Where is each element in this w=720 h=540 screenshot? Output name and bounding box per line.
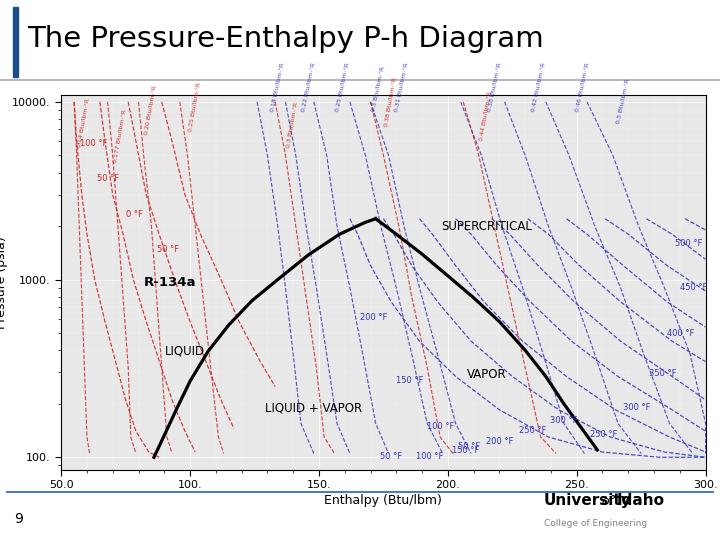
Text: 250 °F: 250 °F [519,426,546,435]
Text: 350 °F: 350 °F [649,369,676,378]
Text: 300 °F: 300 °F [623,403,651,412]
Text: 300 °F: 300 °F [550,416,577,426]
Text: 100 °F: 100 °F [427,422,454,431]
Text: 150 °F: 150 °F [452,447,480,455]
Text: The Pressure-Enthalpy P-h Diagram: The Pressure-Enthalpy P-h Diagram [27,24,544,52]
Text: LIQUID: LIQUID [165,344,205,357]
Text: 0.14 Btu/lbm-°R: 0.14 Btu/lbm-°R [76,98,90,148]
Text: R-134a: R-134a [144,276,196,289]
Text: 400 °F: 400 °F [667,328,694,338]
Text: 50 °F: 50 °F [458,442,480,451]
Text: 0.18 Btu/lbm-°R: 0.18 Btu/lbm-°R [270,62,285,112]
Text: 50 °F: 50 °F [97,174,120,183]
Text: 0 °F: 0 °F [126,210,143,219]
Text: 0.5 Btu/lbm-°R: 0.5 Btu/lbm-°R [616,78,630,124]
Text: 0.44 Btu/lbm-°R: 0.44 Btu/lbm-°R [479,91,492,141]
Text: 50 °F: 50 °F [156,245,179,254]
Y-axis label: Pressure (psia): Pressure (psia) [0,236,8,328]
Text: of: of [602,495,614,508]
Text: 450 °F: 450 °F [680,283,707,292]
Text: -100 °F: -100 °F [76,139,107,148]
Text: 100 °F: 100 °F [416,452,444,461]
Bar [13,6,18,77]
Text: 0.38 Btu/lbm-°R: 0.38 Btu/lbm-°R [487,62,502,112]
Text: 0.31 Btu/lbm-°R: 0.31 Btu/lbm-°R [394,62,409,112]
Text: 0.3 Btu/lbm-°R: 0.3 Btu/lbm-°R [285,102,298,148]
Text: 0.25 Btu/lbm-°R: 0.25 Btu/lbm-°R [187,82,201,132]
Text: 150 °F: 150 °F [396,376,423,385]
Text: 500 °F: 500 °F [675,239,702,248]
Text: Idaho: Idaho [616,493,665,508]
Text: 200 °F: 200 °F [360,313,387,322]
Text: LIQUID + VAPOR: LIQUID + VAPOR [265,402,362,415]
Text: University: University [544,493,631,508]
Text: VAPOR: VAPOR [467,368,506,381]
Text: 9: 9 [14,512,23,526]
Text: 0.46 Btu/lbm-°R: 0.46 Btu/lbm-°R [574,62,590,112]
Text: 0.3 Btu/lbm-°R: 0.3 Btu/lbm-°R [371,65,385,112]
X-axis label: Enthalpy (Btu/lbm): Enthalpy (Btu/lbm) [325,495,442,508]
Text: 200 °F: 200 °F [486,437,513,446]
Text: 0.177 Btu/lbm-°R: 0.177 Btu/lbm-°R [113,109,127,164]
Text: 0.25 Btu/lbm-°R: 0.25 Btu/lbm-°R [334,62,350,112]
Text: 50 °F: 50 °F [380,452,402,461]
Text: 0.22 Btu/lbm-°R: 0.22 Btu/lbm-°R [301,62,316,112]
Text: SUPERCRITICAL: SUPERCRITICAL [441,220,532,233]
Text: 250 °F: 250 °F [590,430,617,438]
Text: 0.42 Btu/lbm-°R: 0.42 Btu/lbm-°R [531,62,546,112]
Text: College of Engineering: College of Engineering [544,519,647,529]
Text: 0.20 Btu/lbm-°R: 0.20 Btu/lbm-°R [144,85,157,135]
Text: 0.38 Btu/lbm-°R: 0.38 Btu/lbm-°R [383,77,397,127]
